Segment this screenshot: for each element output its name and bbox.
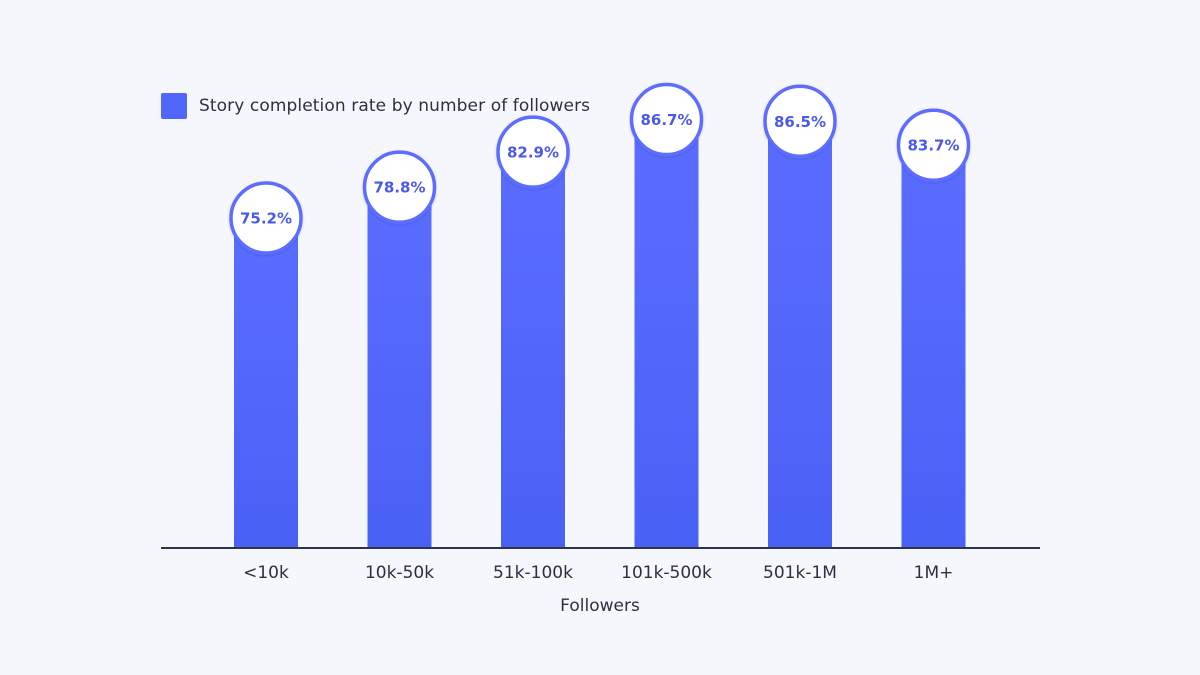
x-tick-label: 501k-1M <box>763 563 837 583</box>
value-bubble <box>496 115 570 189</box>
x-tick-labels: <10k 10k-50k 51k-100k 101k-500k 501k-1M 1M+ <box>243 563 953 583</box>
value-label: 86.5% <box>774 113 826 131</box>
value-bubble <box>629 82 704 157</box>
bar <box>501 152 565 548</box>
value-label: 75.2% <box>240 210 292 228</box>
value-bubble <box>229 181 303 255</box>
legend-swatch <box>161 92 187 119</box>
x-tick-label: 10k-50k <box>365 563 434 583</box>
bars-layer <box>234 119 966 549</box>
x-axis-title: Followers <box>560 596 640 616</box>
bar <box>367 187 432 548</box>
value-label: 82.9% <box>507 144 559 162</box>
bar <box>634 119 699 548</box>
value-bubble <box>763 84 837 159</box>
bar <box>901 145 966 549</box>
x-tick-label: <10k <box>243 563 289 583</box>
x-tick-label: 101k-500k <box>621 563 712 583</box>
value-label: 86.7% <box>640 111 692 129</box>
x-tick-label: 1M+ <box>914 563 954 583</box>
bar <box>234 218 298 548</box>
value-bubble <box>362 150 437 224</box>
x-tick-label: 51k-100k <box>493 563 573 583</box>
chart-legend: Story completion rate by number of follo… <box>161 92 590 119</box>
value-bubble <box>896 108 971 182</box>
legend-label: Story completion rate by number of follo… <box>199 95 591 116</box>
value-label: 78.8% <box>373 179 425 197</box>
value-labels-layer: 75.2% 78.8% 82.9% 86.7% 86.5% 83.7% <box>229 82 971 255</box>
value-label: 83.7% <box>907 137 959 155</box>
bar <box>768 121 832 548</box>
